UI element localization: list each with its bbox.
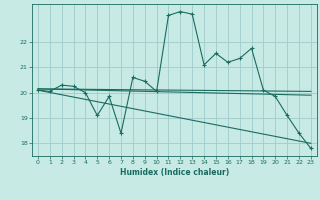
X-axis label: Humidex (Indice chaleur): Humidex (Indice chaleur) xyxy=(120,168,229,177)
